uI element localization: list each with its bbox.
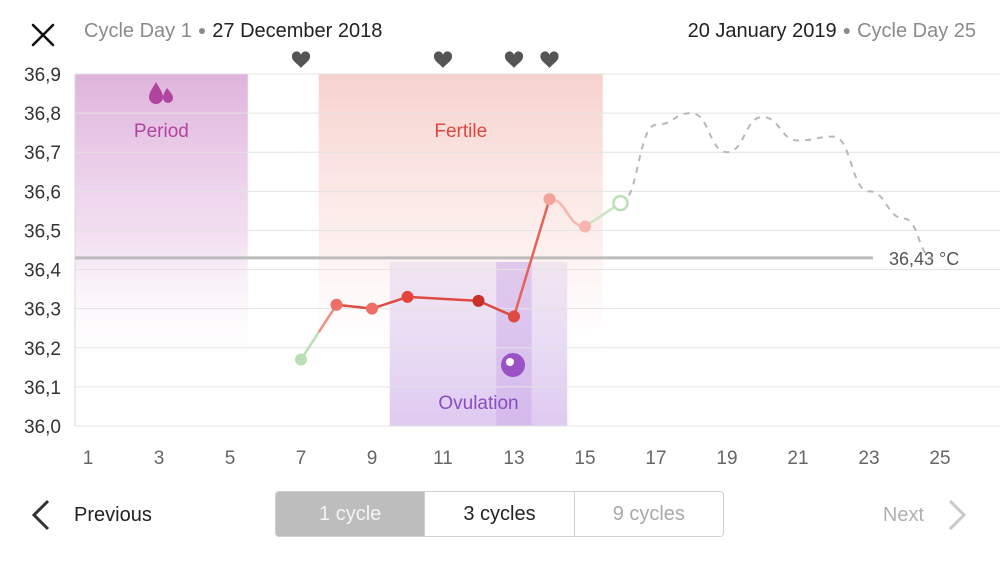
separator-dot: ● <box>197 22 207 38</box>
segment-3-cycles[interactable]: 3 cycles <box>424 492 575 536</box>
end-date-label: 20 January 2019 ● Cycle Day 25 <box>688 20 976 43</box>
previous-button[interactable]: Previous <box>28 498 152 532</box>
x-tick-label: 25 <box>929 448 950 469</box>
x-tick-label: 11 <box>433 448 453 469</box>
period-zone <box>75 74 248 374</box>
temperature-point-today <box>612 194 629 212</box>
segment-1-cycle[interactable]: 1 cycle <box>276 492 425 536</box>
end-cycle-day: Cycle Day 25 <box>857 20 976 42</box>
ovulation-icon-highlight <box>506 358 514 366</box>
x-tick-label: 17 <box>645 448 666 469</box>
x-tick-label: 1 <box>83 448 94 469</box>
ovulation-icon <box>501 353 525 377</box>
heart-icon <box>433 51 453 68</box>
x-tick-label: 23 <box>858 448 879 469</box>
chart-footer: Previous 1 cycle 3 cycles 9 cycles Next <box>0 488 1000 544</box>
marks-layer: Period Fertile Ovulation 36,43 °C <box>75 51 959 414</box>
temperature-point <box>366 302 378 315</box>
y-tick-label: 36,2 <box>24 339 61 360</box>
chevron-right-icon <box>948 499 967 531</box>
y-tick-label: 36,6 <box>24 182 61 203</box>
fertile-label: Fertile <box>434 121 487 142</box>
drop-large <box>149 82 163 104</box>
y-tick-label: 36,5 <box>24 221 61 242</box>
y-tick-label: 36,9 <box>24 65 61 86</box>
y-tick-label: 36,3 <box>24 300 61 321</box>
x-tick-label: 15 <box>574 448 595 469</box>
next-button[interactable]: Next <box>883 498 970 532</box>
start-date: 27 December 2018 <box>212 20 383 42</box>
end-date: 20 January 2019 <box>687 20 837 42</box>
y-tick-label: 36,1 <box>24 378 61 399</box>
x-tick-label: 21 <box>787 448 808 469</box>
cycle-range-selector: 1 cycle 3 cycles 9 cycles <box>275 491 724 537</box>
x-tick-label: 5 <box>225 448 236 469</box>
y-tick-label: 36,4 <box>24 261 61 282</box>
temperature-point <box>401 290 414 303</box>
previous-label: Previous <box>74 503 152 526</box>
close-icon <box>31 23 55 47</box>
next-label: Next <box>882 503 924 526</box>
y-tick-label: 36,0 <box>24 417 61 438</box>
grid-layer: 36,0 36,1 36,2 36,3 36,4 36,5 36,6 36,7 36,8 36,9… <box>24 65 1000 469</box>
ovulation-label: Ovulation <box>438 393 518 414</box>
drops-icon <box>149 82 173 104</box>
temperature-line-segment <box>512 198 551 317</box>
temperature-point <box>508 310 520 323</box>
period-label: Period <box>134 121 189 142</box>
temperature-line-segment <box>371 295 408 310</box>
heart-icon <box>291 51 311 68</box>
temperature-point <box>472 294 485 307</box>
temperature-chart: 36,0 36,1 36,2 36,3 36,4 36,5 36,6 36,7 36,8 36,9… <box>24 51 1000 469</box>
forecast-line <box>620 112 934 259</box>
x-tick-label: 3 <box>154 448 165 469</box>
chevron-left-icon <box>31 499 50 531</box>
segment-9-cycles[interactable]: 9 cycles <box>574 492 723 536</box>
zones-layer <box>75 74 603 426</box>
ovulation-zone <box>389 262 568 426</box>
x-tick-label: 9 <box>367 448 378 469</box>
y-tick-label: 36,8 <box>24 104 61 125</box>
temperature-point <box>543 193 556 206</box>
temperature-line-segment <box>477 299 515 318</box>
start-date-label: Cycle Day 1 ● 27 December 2018 <box>84 20 382 43</box>
y-tick-label: 36,7 <box>24 143 61 164</box>
temperature-point <box>330 298 343 311</box>
ovulation-day-highlight <box>496 262 532 426</box>
temperature-point <box>295 353 307 366</box>
separator-dot: ● <box>842 22 852 38</box>
close-button[interactable] <box>28 20 58 50</box>
drop-small <box>163 88 173 103</box>
temperature-line-segment <box>407 295 479 303</box>
chart-header: Cycle Day 1 ● 27 December 2018 20 January … <box>0 0 1000 62</box>
heart-icon <box>540 51 559 68</box>
temperature-point <box>579 220 591 233</box>
heart-icon <box>504 51 524 68</box>
x-tick-label: 19 <box>716 448 737 469</box>
x-tick-label: 7 <box>296 448 307 469</box>
x-tick-label: 13 <box>503 448 524 469</box>
baseline-label: 36,43 °C <box>889 249 959 269</box>
start-cycle-day: Cycle Day 1 <box>84 20 192 42</box>
